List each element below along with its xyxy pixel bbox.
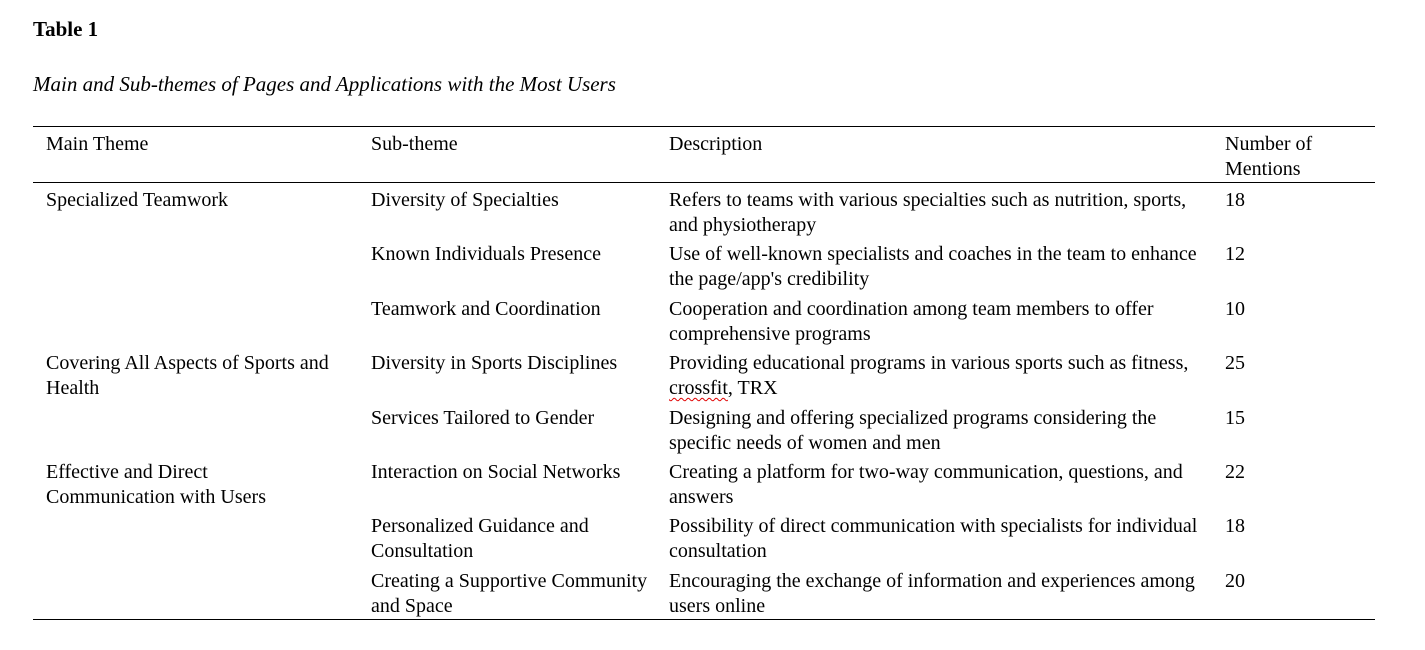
description-cell: Designing and offering specialized progr… (669, 407, 1157, 454)
mentions-cell: 25 (1225, 352, 1245, 374)
description-cell: Refers to teams with various specialties… (669, 189, 1187, 236)
misspelling-marker: crossfit (669, 377, 728, 399)
mentions-cell: 12 (1225, 243, 1245, 265)
description-cell: Cooperation and coordination among team … (669, 298, 1154, 345)
mentions-cell: 15 (1225, 407, 1245, 429)
header-number-of-mentions: Number of Mentions (1225, 133, 1313, 180)
sub-theme-cell: Known Individuals Presence (371, 243, 601, 265)
mentions-cell: 20 (1225, 570, 1245, 592)
mentions-cell: 18 (1225, 515, 1245, 537)
sub-theme-cell: Personalized Guidance and Consultation (371, 515, 589, 562)
header-sub-theme: Sub-theme (371, 133, 458, 155)
header-description: Description (669, 133, 763, 155)
mentions-cell: 10 (1225, 298, 1245, 320)
description-cell: Creating a platform for two-way communic… (669, 461, 1183, 508)
bottom-rule (33, 619, 1375, 620)
sub-theme-cell: Diversity in Sports Disciplines (371, 352, 618, 374)
header-main-theme: Main Theme (46, 133, 149, 155)
main-theme-cell: Covering All Aspects of Sports and Healt… (46, 352, 329, 399)
description-cell: Encouraging the exchange of information … (669, 570, 1195, 617)
description-cell: Use of well-known specialists and coache… (669, 243, 1197, 290)
sub-theme-cell: Creating a Supportive Community and Spac… (371, 570, 648, 617)
table-subtitle: Main and Sub-themes of Pages and Applica… (33, 72, 616, 96)
main-theme-cell: Effective and Direct Communication with … (46, 461, 266, 508)
mentions-cell: 22 (1225, 461, 1245, 483)
description-cell: Providing educational programs in variou… (669, 352, 1189, 399)
table-title: Table 1 (33, 17, 99, 41)
sub-theme-cell: Teamwork and Coordination (371, 298, 601, 320)
sub-theme-cell: Services Tailored to Gender (371, 407, 595, 429)
main-theme-cell: Specialized Teamwork (46, 189, 229, 211)
mentions-cell: 18 (1225, 189, 1245, 211)
top-rule (33, 126, 1375, 127)
description-cell: Possibility of direct communication with… (669, 515, 1198, 562)
header-rule (33, 182, 1375, 183)
sub-theme-cell: Diversity of Specialties (371, 189, 559, 211)
sub-theme-cell: Interaction on Social Networks (371, 461, 621, 483)
